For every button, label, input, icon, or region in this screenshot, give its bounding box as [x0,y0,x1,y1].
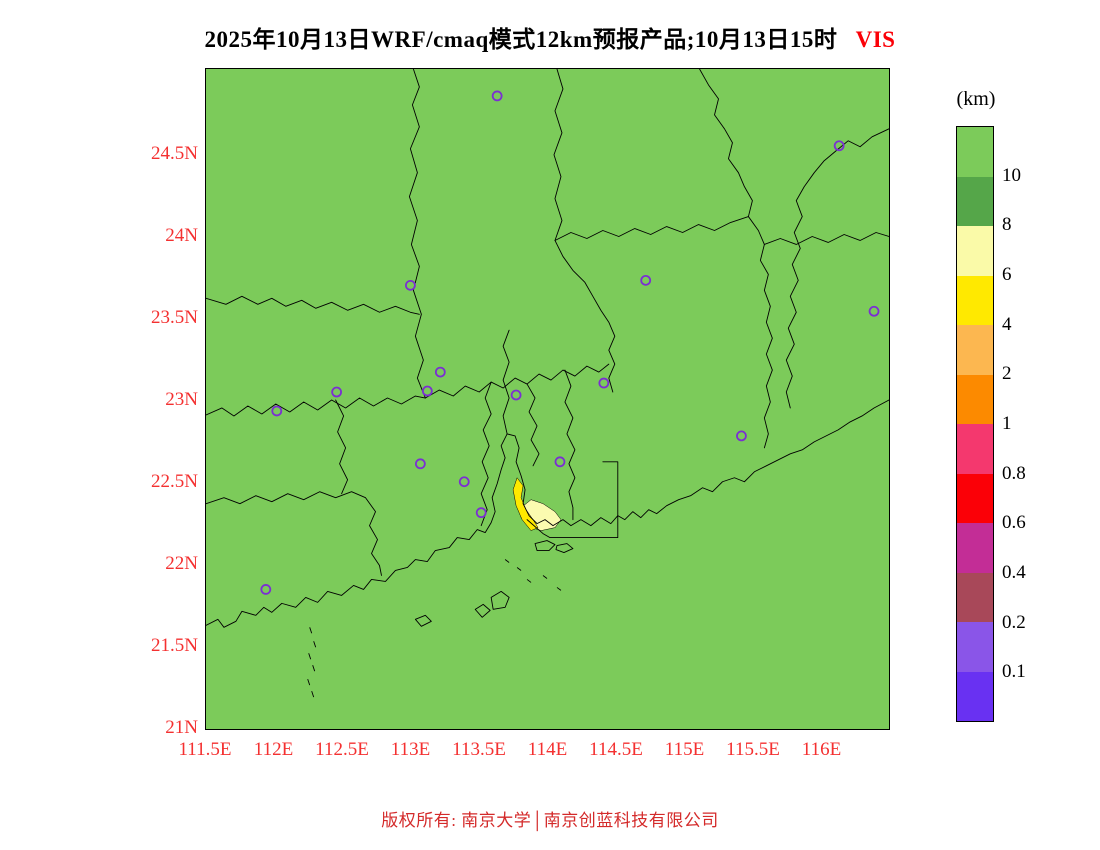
low-visibility-patches [512,477,562,531]
station-marker [331,386,343,398]
admin-boundary [553,69,616,393]
islet-dots [307,559,562,698]
colorbar-segment [957,374,993,424]
colorbar-segment [957,127,993,177]
copyright-footer: 版权所有: 南京大学│南京创蓝科技有限公司 [381,811,719,830]
islands [307,540,574,698]
x-axis-label: 112E [253,739,294,760]
admin-boundary [206,295,420,315]
colorbar-segment [957,622,993,672]
coastline [206,399,889,628]
page-title: 2025年10月13日WRF/cmaq模式12km预报产品;10月13日15时 … [0,20,1100,54]
admin-boundary [424,363,610,399]
station-marker [475,507,487,519]
admin-boundary [206,395,426,417]
admin-boundary [763,232,889,245]
island [490,590,510,610]
forecast-map [206,69,889,698]
y-axis-label: 22.5N [151,471,198,492]
island [555,543,574,553]
colorbar-segment [957,275,993,325]
x-axis-label: 114.5E [589,739,643,760]
station-marker [736,430,747,442]
admin-boundary [699,69,773,449]
x-axis-label: 116E [801,739,842,760]
station-marker [554,456,566,468]
colorbar-unit-label: (km) [956,88,996,110]
map-area [205,68,890,730]
island [474,603,491,618]
x-axis-label: 115E [664,739,705,760]
island [414,614,432,627]
x-axis-label: 114E [527,739,568,760]
admin-boundary [554,216,749,241]
colorbar-tick-label: 2 [1002,363,1012,385]
colorbar-segment [957,671,993,721]
y-axis-label: 21N [165,717,198,738]
admin-boundary [564,369,576,521]
admin-boundaries [206,69,889,628]
y-axis-label: 23.5N [151,307,198,328]
station-marker [833,140,845,152]
colorbar-tick-label: 0.1 [1002,661,1026,683]
admin-boundary [206,491,382,576]
x-axis-label: 113.5E [452,739,506,760]
station-marker [491,90,503,102]
admin-boundary [785,128,889,409]
station-marker [458,476,470,488]
colorbar [956,126,994,722]
colorbar-tick-label: 8 [1002,214,1012,236]
y-axis-label: 23N [165,389,198,410]
colorbar-segment [957,226,993,276]
colorbar-segment [957,523,993,573]
colorbar-segment [957,176,993,226]
admin-boundary [480,381,492,527]
station-marker [640,274,652,286]
y-axis-label: 24.5N [151,143,198,164]
colorbar-tick-label: 1 [1002,413,1012,434]
title-main: 2025年10月13日WRF/cmaq模式12km预报产品;10月13日15时 [204,27,838,52]
colorbar-tick-label: 0.4 [1002,562,1026,583]
y-axis-label: 24N [165,225,198,246]
island [534,540,556,551]
station-marker [598,377,610,389]
station-marker [510,389,522,401]
admin-boundary [335,399,349,495]
admin-boundary [526,383,540,467]
title-variable: VIS [855,27,896,52]
station-marker [421,385,433,397]
y-axis-label: 22N [165,553,198,574]
admin-boundary [408,69,426,399]
station-marker [271,405,283,417]
x-axis-label: 113E [390,739,431,760]
hk-boundary-box [526,461,619,539]
low-visibility-patch [512,477,539,531]
x-axis-label: 115.5E [726,739,780,760]
x-axis-label: 111.5E [178,739,232,760]
station-markers [260,90,880,595]
station-marker [405,279,416,291]
admin-boundary [502,329,510,435]
colorbar-segment [957,325,993,375]
x-axis-label: 112.5E [315,739,369,760]
colorbar-segment [957,424,993,474]
station-marker [868,305,880,317]
colorbar-segment [957,572,993,622]
station-marker [260,584,272,595]
colorbar-segment [957,473,993,523]
colorbar-tick-label: 0.8 [1002,462,1026,484]
colorbar-tick-label: 0.2 [1002,611,1026,633]
colorbar-tick-label: 10 [1002,164,1021,186]
colorbar-tick-label: 0.6 [1002,512,1026,534]
colorbar-tick-label: 6 [1002,264,1012,285]
station-marker [434,366,446,378]
station-marker [414,458,426,470]
colorbar-tick-label: 4 [1002,313,1012,335]
y-axis-label: 21.5N [151,635,198,656]
